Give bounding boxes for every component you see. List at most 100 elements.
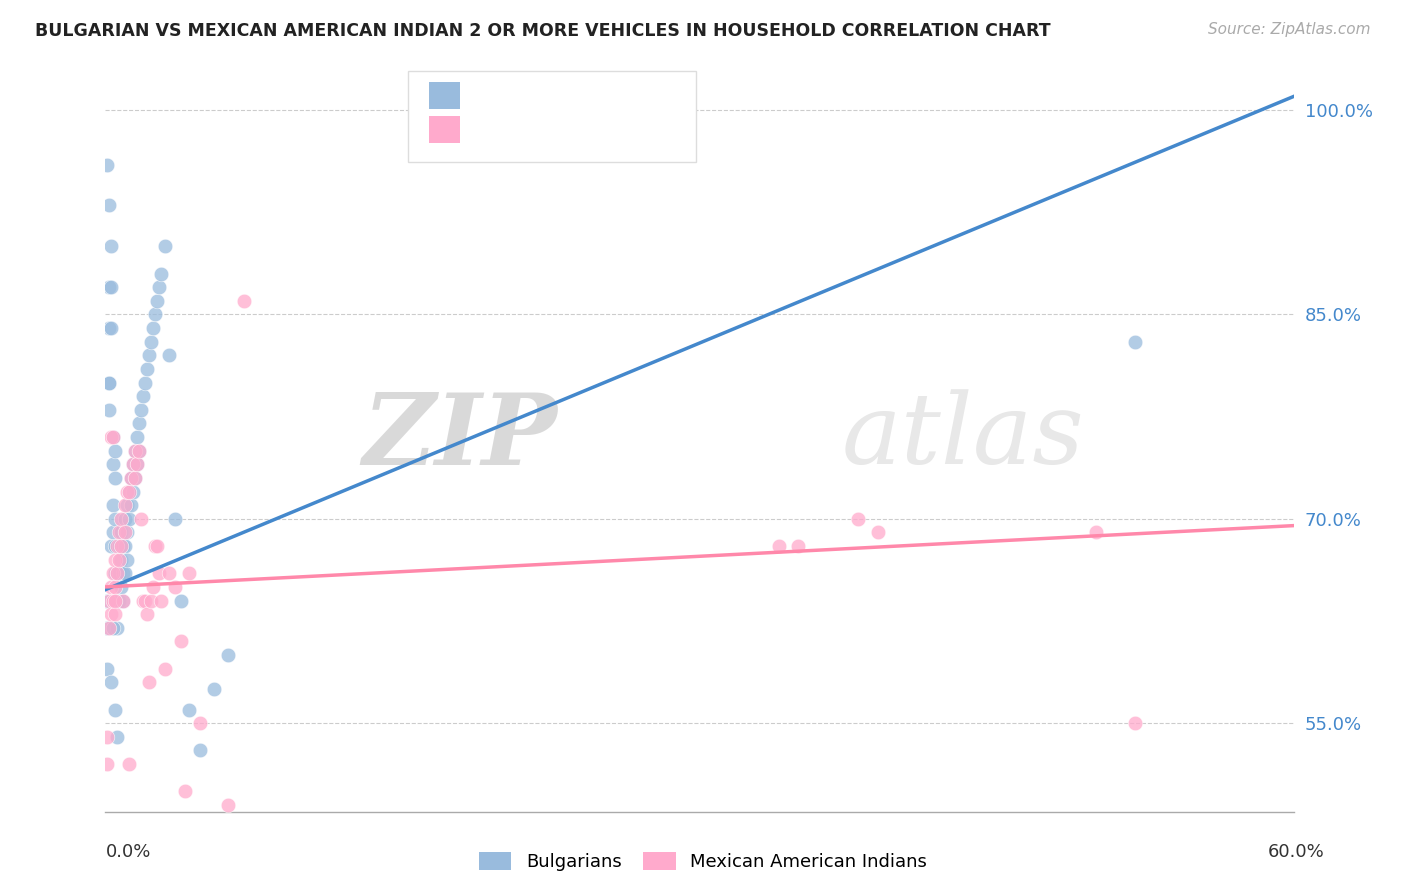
Point — [124, 471, 146, 485]
Point — [120, 471, 142, 485]
Point — [190, 743, 212, 757]
Point — [110, 512, 132, 526]
Point — [114, 498, 136, 512]
Point — [105, 566, 128, 581]
Point — [100, 539, 122, 553]
Legend: Bulgarians, Mexican American Indians: Bulgarians, Mexican American Indians — [471, 846, 935, 879]
Point — [136, 362, 159, 376]
Point — [127, 458, 149, 472]
Point — [103, 566, 125, 581]
Point — [112, 593, 135, 607]
Text: N = 78: N = 78 — [579, 87, 647, 104]
Point — [134, 376, 156, 390]
Point — [124, 443, 146, 458]
Point — [138, 675, 160, 690]
Point — [114, 525, 136, 540]
Point — [105, 593, 128, 607]
Point — [146, 293, 169, 308]
Point — [112, 539, 135, 553]
Point — [120, 498, 142, 512]
Point — [124, 471, 146, 485]
Point — [143, 539, 166, 553]
Point — [846, 512, 869, 526]
Point — [1084, 525, 1107, 540]
Point — [103, 430, 125, 444]
Point — [128, 443, 150, 458]
Point — [110, 580, 132, 594]
Point — [202, 825, 225, 839]
Point — [118, 757, 141, 772]
Point — [122, 458, 145, 472]
Point — [104, 566, 127, 581]
Point — [98, 376, 121, 390]
Point — [96, 757, 118, 772]
Point — [98, 376, 121, 390]
Point — [217, 797, 239, 812]
Text: Source: ZipAtlas.com: Source: ZipAtlas.com — [1208, 22, 1371, 37]
Point — [98, 280, 121, 294]
Point — [1123, 716, 1146, 731]
Point — [104, 471, 127, 485]
Point — [177, 566, 200, 581]
Point — [138, 348, 160, 362]
Text: N = 61: N = 61 — [579, 120, 647, 138]
Point — [1123, 334, 1146, 349]
Point — [103, 593, 125, 607]
Point — [96, 730, 118, 744]
Point — [112, 566, 135, 581]
Point — [104, 512, 127, 526]
Point — [132, 593, 155, 607]
Point — [104, 702, 127, 716]
Point — [96, 158, 118, 172]
Point — [142, 580, 165, 594]
Point — [149, 267, 172, 281]
Point — [202, 682, 225, 697]
Point — [104, 552, 127, 566]
Point — [173, 784, 195, 798]
Point — [157, 348, 180, 362]
Point — [103, 430, 125, 444]
Point — [100, 321, 122, 335]
Point — [124, 443, 146, 458]
Point — [134, 593, 156, 607]
Point — [103, 621, 125, 635]
Text: atlas: atlas — [842, 390, 1085, 484]
Point — [866, 525, 889, 540]
Point — [98, 321, 121, 335]
Point — [149, 593, 172, 607]
Point — [148, 280, 170, 294]
Point — [104, 593, 127, 607]
Point — [105, 566, 128, 581]
Point — [103, 498, 125, 512]
Point — [115, 552, 138, 566]
Point — [143, 880, 166, 892]
Point — [153, 239, 176, 253]
Point — [115, 484, 138, 499]
Point — [118, 484, 141, 499]
Point — [114, 512, 136, 526]
Point — [104, 607, 127, 622]
Point — [177, 702, 200, 716]
Point — [163, 512, 186, 526]
Point — [103, 525, 125, 540]
Point — [127, 430, 149, 444]
Text: 60.0%: 60.0% — [1268, 843, 1324, 861]
Point — [105, 566, 128, 581]
Point — [98, 198, 121, 212]
Point — [96, 621, 118, 635]
Point — [105, 539, 128, 553]
Point — [114, 539, 136, 553]
Point — [98, 402, 121, 417]
Point — [108, 552, 131, 566]
Point — [108, 539, 131, 553]
Point — [129, 512, 152, 526]
Point — [105, 730, 128, 744]
Point — [115, 498, 138, 512]
Point — [105, 621, 128, 635]
Point — [148, 566, 170, 581]
Point — [153, 662, 176, 676]
Point — [114, 566, 136, 581]
Point — [104, 539, 127, 553]
Point — [170, 593, 193, 607]
Point — [122, 458, 145, 472]
